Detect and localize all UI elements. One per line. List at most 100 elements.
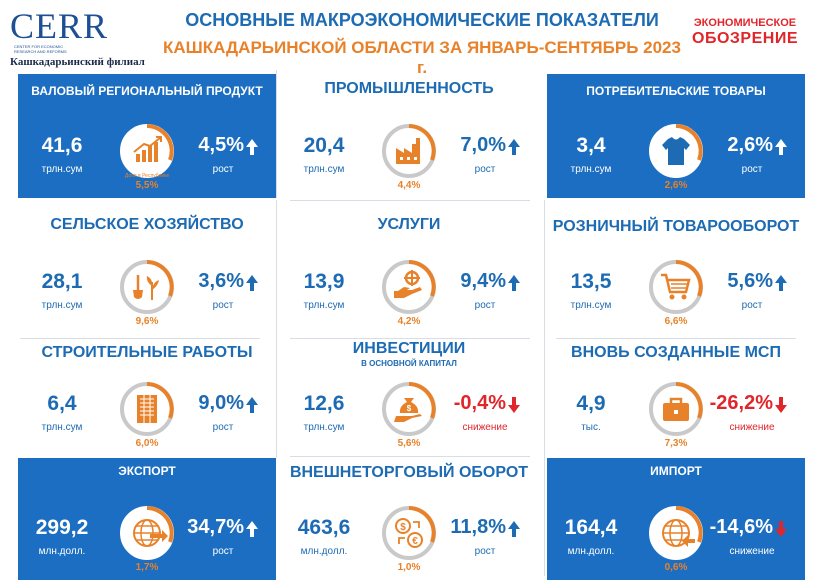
card-title: ВНЕШНЕТОРГОВЫЙ ОБОРОТ	[289, 464, 529, 481]
growth-rate: 5,6%	[697, 270, 787, 293]
divider	[276, 200, 277, 340]
growth-rate: 34,7%	[168, 516, 258, 539]
growth-value: -14,6%	[709, 516, 773, 538]
brand-line1: ЭКОНОМИЧЕСКОЕ	[693, 17, 797, 29]
arrow-up-icon	[246, 138, 258, 155]
growth-label: рост	[474, 546, 496, 557]
divider	[544, 456, 545, 576]
growth-value: 7,0%	[460, 134, 506, 156]
indicator-unit: трлн.сум	[303, 164, 345, 175]
growth-value: 9,4%	[460, 270, 506, 292]
indicator-card: ПРОМЫШЛЕННОСТЬ 20,4 трлн.сум 4,4% 7,0% рост	[280, 74, 538, 198]
indicator-value: 13,5	[570, 270, 612, 293]
service-hand-icon	[382, 260, 436, 314]
indicator-card: ЭКСПОРТ 299,2 млн.долл. 1,7% 34,7% рост	[18, 458, 276, 580]
factory-icon	[382, 124, 436, 178]
brand-line2: ОБОЗРЕНИЕ	[692, 30, 798, 47]
region-share: 9,6%	[135, 316, 159, 327]
shirt-icon	[649, 124, 703, 178]
indicator-value: 164,4	[564, 516, 618, 539]
card-title: ВНОВЬ СОЗДАННЫЕ МСП	[571, 344, 781, 361]
indicator-value: 4,9	[576, 392, 606, 415]
growth-label: рост	[212, 422, 234, 433]
arrow-up-icon	[508, 274, 520, 291]
card-title: ВАЛОВЫЙ РЕГИОНАЛЬНЫЙ ПРОДУКТ	[31, 84, 263, 98]
divider	[290, 200, 530, 201]
growth-rate: -14,6%	[697, 516, 787, 539]
growth-label: рост	[212, 546, 234, 557]
divider	[556, 338, 796, 339]
indicator-card: ВАЛОВЫЙ РЕГИОНАЛЬНЫЙ ПРОДУКТ 41,6 трлн.сум…	[18, 74, 276, 198]
arrow-up-icon	[508, 138, 520, 155]
indicator-card: ИМПОРТ 164,4 млн.долл. 0,6% -14,6% снижение	[547, 458, 805, 580]
indicator-value: 41,6	[41, 134, 83, 157]
indicator-card: ИНВЕСТИЦИИ В ОСНОВНОЙ КАПИТАЛ 12,6 трлн.сум…	[280, 340, 538, 456]
arrow-up-icon	[775, 274, 787, 291]
indicator-card: УСЛУГИ 13,9 трлн.сум 4,2% 9,4% рост	[280, 204, 538, 334]
growth-value: 4,5%	[198, 134, 244, 156]
growth-label: рост	[474, 164, 496, 175]
arrow-down-icon	[775, 520, 787, 537]
indicator-value: 299,2	[35, 516, 89, 539]
indicator-card: СЕЛЬСКОЕ ХОЗЯЙСТВО 28,1 трлн.сум 9,6% 3,6% ро…	[18, 204, 276, 334]
region-share: 5,5%	[135, 180, 159, 191]
cerr-logo: CERR CENTER FOR ECONOMIC RESEARCH AND RE…	[10, 6, 160, 68]
growth-label: снижение	[729, 546, 775, 557]
globe-import-icon	[649, 506, 703, 560]
divider	[20, 338, 260, 339]
growth-value: 34,7%	[187, 516, 244, 538]
arrow-down-icon	[775, 396, 787, 413]
card-title: СЕЛЬСКОЕ ХОЗЯЙСТВО	[50, 216, 244, 233]
indicator-value: 6,4	[47, 392, 77, 415]
indicator-value: 20,4	[303, 134, 345, 157]
shovel-plant-icon	[120, 260, 174, 314]
indicator-unit: млн.долл.	[38, 546, 86, 557]
money-bag-hand-icon: $	[382, 382, 436, 436]
card-title: ИМПОРТ	[650, 464, 702, 478]
svg-text:$: $	[407, 404, 412, 413]
arrow-up-icon	[246, 520, 258, 537]
indicator-unit: трлн.сум	[570, 300, 612, 311]
growth-rate: -26,2%	[697, 392, 787, 415]
card-title: ПРОМЫШЛЕННОСТЬ	[324, 80, 494, 97]
divider	[544, 200, 545, 340]
region-share: 6,0%	[135, 438, 159, 449]
indicator-card: ВНОВЬ СОЗДАННЫЕ МСП 4,9 тыс. 7,3% -26,2% сниж…	[547, 340, 805, 456]
card-title: УСЛУГИ	[377, 216, 441, 233]
growth-rate: 4,5%	[168, 134, 258, 157]
growth-label: рост	[741, 164, 763, 175]
card-title: ПОТРЕБИТЕЛЬСКИЕ ТОВАРЫ	[586, 84, 766, 98]
indicator-unit: млн.долл.	[567, 546, 615, 557]
region-share: 2,6%	[664, 180, 688, 191]
indicator-unit: трлн.сум	[41, 422, 83, 433]
arrow-up-icon	[775, 138, 787, 155]
divider	[544, 338, 545, 458]
indicator-value: 12,6	[303, 392, 345, 415]
growth-value: 2,6%	[727, 134, 773, 156]
region-share: 4,2%	[397, 316, 421, 327]
region-share: 0,6%	[664, 562, 688, 573]
card-title: РОЗНИЧНЫЙ ТОВАРООБОРОТ	[552, 218, 800, 235]
growth-label: рост	[212, 164, 234, 175]
indicator-card: РОЗНИЧНЫЙ ТОВАРООБОРОТ 13,5 трлн.сум 6,6% 5,…	[547, 204, 805, 334]
growth-value: -0,4%	[453, 392, 506, 414]
growth-rate: 3,6%	[168, 270, 258, 293]
region-share: 6,6%	[664, 316, 688, 327]
card-subtitle: В ОСНОВНОЙ КАПИТАЛ	[361, 359, 457, 368]
arrow-up-icon	[246, 396, 258, 413]
growth-value: 9,0%	[198, 392, 244, 414]
divider	[290, 456, 530, 457]
svg-text:$: $	[400, 522, 406, 533]
growth-rate: 2,6%	[697, 134, 787, 157]
indicator-card: ВНЕШНЕТОРГОВЫЙ ОБОРОТ 463,6 млн.долл. $ €1,0…	[280, 458, 538, 580]
growth-rate: 9,0%	[168, 392, 258, 415]
indicator-unit: млн.долл.	[300, 546, 348, 557]
growth-rate: 7,0%	[430, 134, 520, 157]
growth-value: 5,6%	[727, 270, 773, 292]
indicator-card: СТРОИТЕЛЬНЫЕ РАБОТЫ 6,4 трлн.сум 6,0% 9,0% ро…	[18, 340, 276, 456]
logo-text: CERR	[10, 6, 109, 46]
shopping-cart-icon	[649, 260, 703, 314]
indicator-unit: трлн.сум	[303, 422, 345, 433]
growth-rate: 9,4%	[430, 270, 520, 293]
indicator-unit: тыс.	[581, 422, 601, 433]
